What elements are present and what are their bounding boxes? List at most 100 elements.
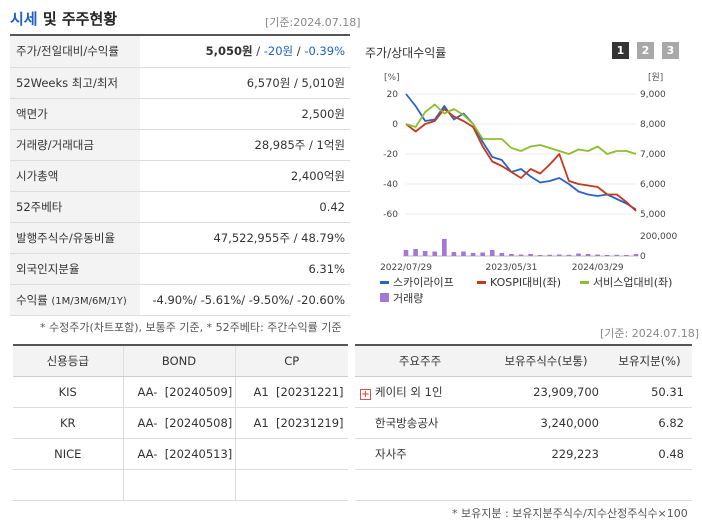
holder-pct: 6.82	[607, 407, 692, 439]
holder-pct: 0.48	[607, 438, 692, 470]
section-title: 시세 및 주주현황	[10, 10, 118, 28]
credit-agency: NICE	[13, 438, 123, 470]
info-label: 외국인지분율	[10, 253, 140, 285]
divider	[355, 344, 692, 346]
chart-marks	[403, 93, 639, 256]
major-shareholders-table: 주요주주 보유주식수(보통) 보유지분(%) + 케이티 외 1인 23,909,…	[355, 346, 692, 501]
volume-bar	[595, 254, 600, 256]
bond-rating	[122, 469, 235, 501]
left-axis-unit: [%]	[384, 73, 400, 83]
credit-agency: KR	[13, 407, 123, 439]
bond-rating: AA- [20240508]	[122, 407, 235, 439]
holder-name: 한국방송공사	[355, 407, 485, 439]
legend-line-swatch	[477, 281, 486, 284]
legend-line-swatch	[580, 281, 589, 284]
x-tick-label: 2023/05/31	[485, 263, 537, 273]
volume-bar	[528, 254, 533, 256]
quote-info-table: 주가/전일대비/수익률 5,050원 / -20원 / -0.39% 52Wee…	[10, 36, 350, 316]
volume-tick-label: 0	[640, 252, 646, 262]
divider	[13, 344, 348, 346]
info-label: 52주베타	[10, 191, 140, 223]
info-label: 액면가	[10, 98, 140, 130]
volume-bar	[518, 254, 524, 256]
chart-legend: 스카이라이프 KOSPI대비(좌) 서비스업대비(좌) 거래량	[380, 276, 672, 305]
credit-header: CP	[234, 346, 348, 377]
left-tick-label: 0	[392, 120, 398, 130]
info-value: 6.31%	[140, 253, 350, 285]
series-line	[405, 93, 637, 211]
holder-shares	[485, 469, 607, 501]
info-label: 발행주식수/유동비율	[10, 222, 140, 254]
chart-page-3-button[interactable]: 3	[662, 42, 679, 59]
info-row-face-value: 액면가 2,500원	[10, 98, 350, 130]
bond-rating: AA- [20240509]	[122, 376, 235, 408]
volume-bar	[509, 254, 514, 256]
left-tick-label: -40	[383, 180, 398, 190]
base-date: [기준:2024.07.18]	[265, 16, 361, 29]
info-row-returns: 수익률 (1M/3M/6M/1Y) -4.90%/ -5.61%/ -9.50%…	[10, 284, 350, 316]
info-value: 0.42	[140, 191, 350, 223]
legend-box-swatch	[380, 293, 389, 302]
holders-header-row: 주요주주 보유주식수(보통) 보유지분(%)	[355, 346, 692, 377]
right-tick-label: 5,000	[640, 210, 666, 220]
holder-shares: 23,909,700	[485, 376, 607, 408]
holders-footnote: * 보유지분 : 보유지분주식수/지수산정주식수×100	[452, 507, 688, 520]
chart-page-2-button[interactable]: 2	[637, 42, 654, 59]
cp-rating: A1 [20231219]	[234, 407, 348, 439]
volume-bar	[576, 253, 581, 256]
table-row: KIS AA- [20240509] A1 [20231221]	[13, 376, 348, 408]
volume-bar	[489, 250, 495, 256]
info-label: 거래량/거래대금	[10, 129, 140, 161]
info-footnote: * 수정주가(차트포함), 보통주 기준, * 52주베타: 주간수익률 기준	[40, 321, 342, 334]
legend-label: 서비스업대비(좌)	[593, 276, 672, 289]
volume-bar	[624, 255, 629, 256]
volume-bar	[633, 254, 639, 256]
volume-bar	[480, 252, 485, 256]
credit-header: 신용등급	[13, 346, 123, 377]
volume-bar	[537, 255, 543, 256]
volume-tick-label: 200,000	[640, 232, 677, 242]
volume-bar	[470, 253, 476, 256]
right-tick-label: 7,000	[640, 150, 666, 160]
info-value: 28,985주 / 1억원	[140, 129, 350, 161]
credit-agency	[13, 469, 123, 501]
right-axis-unit: [원]	[648, 72, 663, 83]
info-row-price: 주가/전일대비/수익률 5,050원 / -20원 / -0.39%	[10, 36, 350, 68]
credit-header-row: 신용등급 BOND CP	[13, 346, 348, 377]
info-row-52weeks: 52Weeks 최고/최저 6,570원 / 5,010원	[10, 67, 350, 99]
info-label: 수익률 (1M/3M/6M/1Y)	[10, 284, 140, 316]
right-tick-label: 9,000	[640, 90, 666, 100]
holder-name[interactable]: 케이티 외 1인	[375, 384, 443, 399]
holder-shares: 229,223	[485, 438, 607, 470]
series-line	[405, 103, 637, 155]
chart-page-1-button[interactable]: 1	[612, 42, 629, 59]
holder-name: 자사주	[355, 438, 485, 470]
x-tick-label: 2022/07/29	[380, 263, 432, 273]
volume-bar	[422, 251, 428, 256]
left-tick-label: -20	[383, 150, 398, 160]
volume-bar	[557, 254, 562, 256]
volume-bar	[413, 249, 418, 256]
volume-bar	[499, 253, 505, 256]
table-row	[355, 469, 692, 501]
chart-title: 주가/상대수익률	[365, 46, 447, 60]
info-value: 5,050원 / -20원 / -0.39%	[140, 36, 350, 68]
volume-bar	[614, 254, 620, 256]
volume-bar	[566, 254, 572, 256]
volume-bar	[442, 239, 447, 256]
info-value: 6,570원 / 5,010원	[140, 67, 350, 99]
volume-bar	[403, 250, 409, 256]
left-tick-label: -60	[383, 210, 398, 220]
table-row: NICE AA- [20240513]	[13, 438, 348, 470]
table-row	[13, 469, 348, 501]
volume-bar	[585, 254, 591, 256]
chart-labels: [%] [원] 20 0 -20 -40 -60 9,000 8,000 7,000 6,000 5,…	[380, 72, 677, 273]
holder-pct	[607, 469, 692, 501]
legend-line-swatch	[380, 281, 389, 284]
cp-rating: A1 [20231221]	[234, 376, 348, 408]
volume-bar	[451, 252, 457, 256]
holders-header: 보유주식수(보통)	[485, 346, 607, 377]
holder-name	[355, 469, 485, 501]
expand-plus-icon[interactable]: +	[360, 388, 371, 400]
info-value: 2,400억원	[140, 160, 350, 192]
